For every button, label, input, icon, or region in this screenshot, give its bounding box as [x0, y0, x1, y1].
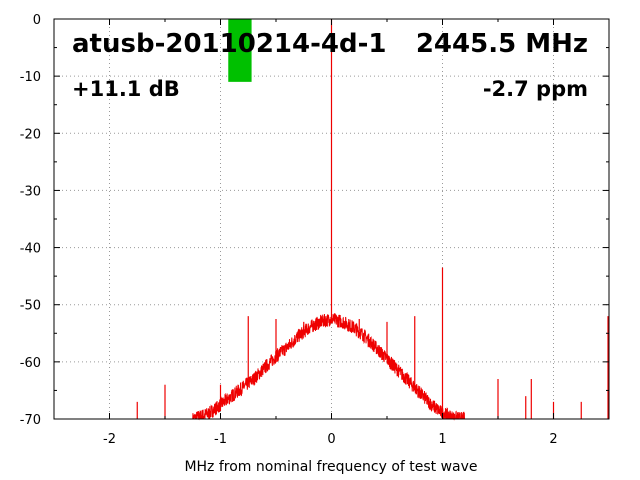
x-tick-label: -1	[214, 432, 227, 447]
chart-title: atusb-20110214-4d-1	[72, 29, 386, 59]
spectrum-series	[136, 19, 609, 421]
x-tick-label: -2	[103, 432, 116, 447]
spectrum-trace	[192, 313, 466, 421]
y-tick-label: -30	[20, 184, 41, 199]
y-tick-label: -40	[20, 242, 41, 257]
x-tick-label: 2	[549, 432, 557, 447]
level-marker	[228, 19, 252, 82]
y-tick-label: 0	[33, 13, 41, 28]
marker-layer	[228, 19, 252, 82]
y-tick-label: -60	[20, 356, 41, 371]
ppm-label: -2.7 ppm	[483, 77, 588, 101]
x-tick-label: 1	[438, 432, 446, 447]
axis-ticks	[53, 18, 610, 420]
gain-label: +11.1 dB	[72, 77, 180, 101]
tick-labels: -2 -1 0 1 20-10-20-30-40-50-60-70	[20, 13, 558, 447]
x-tick-label: 0	[327, 432, 335, 447]
y-tick-label: -10	[20, 70, 41, 85]
x-axis-label: MHz from nominal frequency of test wave	[184, 459, 477, 475]
frequency-label: 2445.5 MHz	[416, 29, 588, 59]
y-tick-label: -20	[20, 127, 41, 142]
y-tick-label: -50	[20, 299, 41, 314]
y-tick-label: -70	[20, 413, 41, 428]
